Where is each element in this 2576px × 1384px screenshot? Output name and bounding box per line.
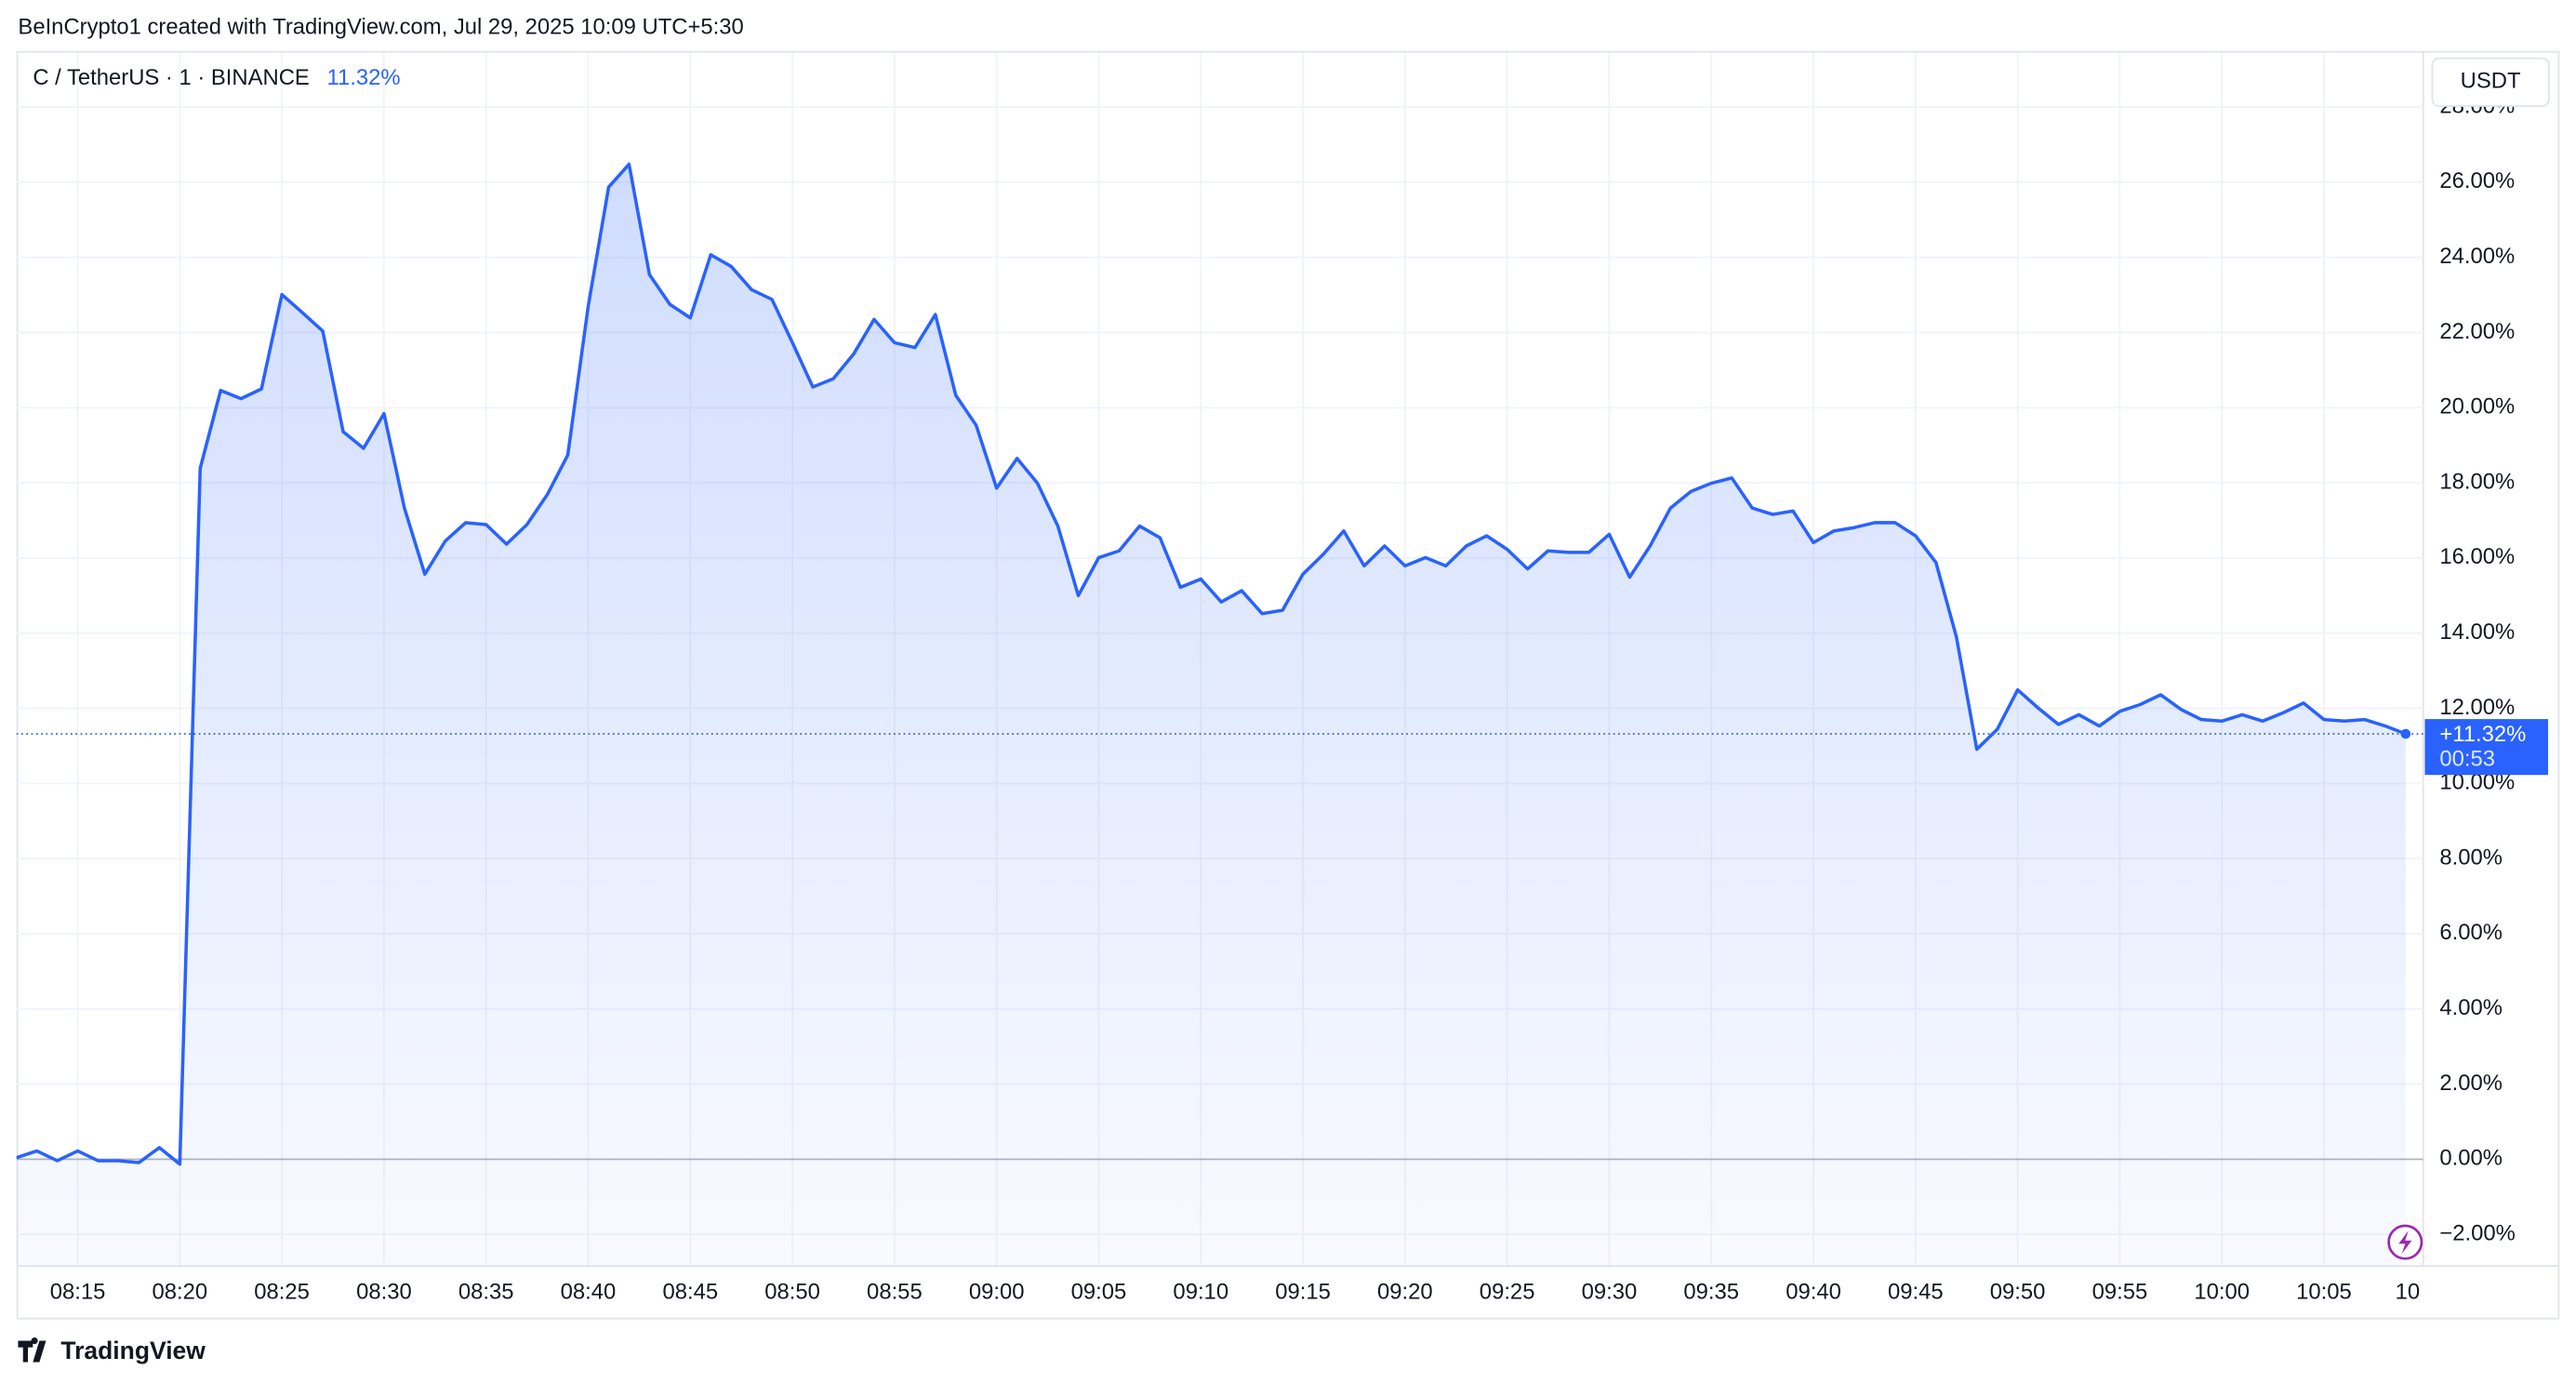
x-tick-label: 10 (2396, 1280, 2421, 1305)
currency[interactable]: USDT (2461, 69, 2521, 94)
change: 11.32% (327, 65, 401, 90)
plot (16, 162, 2423, 1266)
x-tick-label: 09:40 (1786, 1280, 1841, 1305)
x-tick-label: 08:40 (561, 1280, 617, 1305)
x-tick-label: 08:55 (867, 1280, 923, 1305)
y-tick-label: 8.00% (2439, 845, 2503, 870)
x-tick-label: 08:15 (50, 1280, 106, 1305)
chart-frame (16, 50, 2560, 1320)
symbol: C / TetherUS · 1 · BINANCE (33, 65, 310, 90)
x-tick-label: 09:10 (1173, 1280, 1228, 1305)
y-tick-label: 0.00% (2439, 1146, 2503, 1171)
y-tick-label: 14.00% (2439, 619, 2515, 645)
currency-button[interactable] (2431, 57, 2550, 107)
x-tick-label: 08:50 (764, 1280, 820, 1305)
x-tick-label: 09:55 (2092, 1280, 2148, 1305)
y-tick-label: −2.00% (2439, 1220, 2515, 1245)
y-tick-label: 24.00% (2439, 244, 2515, 269)
x-tick-label: 10:05 (2296, 1280, 2352, 1305)
last-price-box (2424, 719, 2548, 776)
x-tick-label: 09:15 (1275, 1280, 1331, 1305)
y-tick-label: 6.00% (2439, 920, 2503, 945)
y-tick-label: 12.00% (2439, 695, 2515, 720)
x-tick-label: 10:00 (2194, 1280, 2250, 1305)
x-tick-label: 09:45 (1888, 1280, 1944, 1305)
last-price-label: +11.32% (2439, 722, 2526, 747)
x-tick-label: 09:25 (1480, 1280, 1535, 1305)
x-tick-label: 08:45 (662, 1280, 718, 1305)
x-tick-label: 08:25 (254, 1280, 310, 1305)
x-tick-label: 09:20 (1377, 1280, 1433, 1305)
tv-logo (18, 1337, 46, 1363)
y-tick-label: 4.00% (2439, 995, 2503, 1020)
y-tick-label: 2.00% (2439, 1071, 2503, 1096)
x-tick-label: 09:05 (1071, 1280, 1127, 1305)
x-tick-label: 09:00 (969, 1280, 1025, 1305)
x-tick-label: 09:30 (1582, 1280, 1638, 1305)
x-tick-label: 08:35 (458, 1280, 514, 1305)
y-tick-label: 16.00% (2439, 544, 2515, 569)
x-tick-label: 09:50 (1990, 1280, 2046, 1305)
countdown: 00:53 (2439, 747, 2495, 772)
brand: TradingView (60, 1337, 206, 1364)
axes: −2.00%0.00%2.00%4.00%6.00%8.00%10.00%12.… (50, 93, 2548, 1305)
x-tick-label: 09:35 (1683, 1280, 1739, 1305)
x-tick-label: 08:20 (153, 1280, 208, 1305)
price-line (16, 162, 2407, 1166)
area-fill (16, 164, 2406, 1266)
attribution: BeInCrypto1 created with TradingView.com… (18, 14, 743, 39)
x-tick-label: 08:30 (356, 1280, 412, 1305)
y-tick-label: 18.00% (2439, 469, 2515, 494)
y-tick-label: 26.00% (2439, 168, 2515, 193)
y-tick-label: 22.00% (2439, 319, 2515, 344)
lightning-glyph (2398, 1231, 2412, 1254)
y-tick-label: 20.00% (2439, 394, 2515, 419)
last-point (2400, 728, 2411, 739)
